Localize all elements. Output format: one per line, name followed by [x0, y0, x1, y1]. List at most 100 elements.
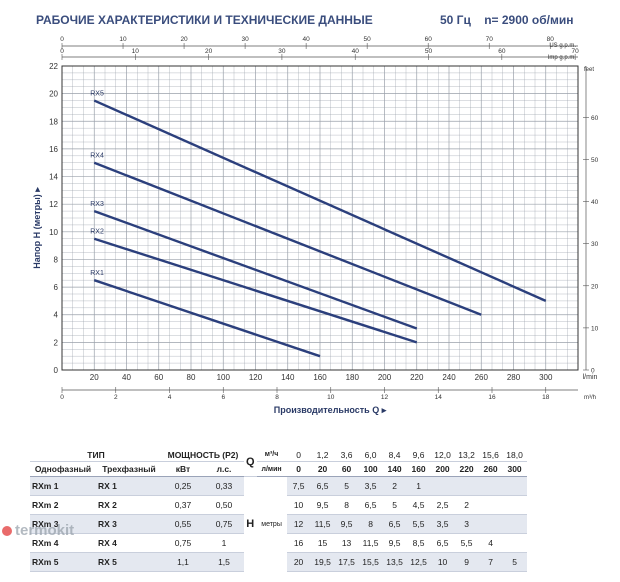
model-single: RXm 4: [30, 533, 96, 553]
head-cell: 4: [478, 533, 503, 553]
top2-tick-label: 70: [572, 48, 580, 55]
head-cell: 8: [358, 514, 383, 534]
head-cell: 15: [310, 533, 335, 553]
bottom-tick-label: 12: [381, 394, 389, 401]
power-hp: 0,75: [204, 514, 244, 534]
x-unit-label: l/min: [583, 374, 598, 381]
model-three: RX 1: [96, 476, 162, 496]
q-unit-lmin: л/мин: [256, 461, 287, 477]
model-three: RX 5: [96, 552, 162, 572]
bottom-unit-label: m³/h: [584, 395, 596, 401]
top2-tick-label: 30: [278, 48, 286, 55]
head-cell: [502, 476, 527, 496]
bottom-tick-label: 10: [327, 394, 335, 401]
three-phase-header: Трехфазный: [96, 461, 162, 477]
head-cell: 5: [382, 495, 407, 515]
chart-axes: [61, 45, 587, 391]
model-three: RX 4: [96, 533, 162, 553]
head-cell: 12: [286, 514, 311, 534]
y-tick-label: 22: [49, 62, 58, 71]
power-hp: 1: [204, 533, 244, 553]
q-lmin-cell: 160: [406, 461, 431, 477]
head-cell: [430, 476, 455, 496]
x-tick-label: 140: [281, 373, 295, 382]
power-kw: 1,1: [162, 552, 204, 572]
right-unit-label: feet: [584, 67, 594, 73]
y-tick-label: 12: [49, 200, 58, 209]
chart-labels: RX1 RX2 RX3 RX4 RX5 Производительность Q ▸ Нап…: [32, 91, 387, 415]
model-three: RX 2: [96, 495, 162, 515]
power-kw: 0,25: [162, 476, 204, 496]
chart-lines: [93, 99, 547, 358]
top2-unit-label: Imp g.p.m.: [548, 55, 577, 61]
x-tick-label: 180: [346, 373, 360, 382]
x-tick-label: 40: [122, 373, 131, 382]
head-cell: 3: [454, 514, 479, 534]
series-label-rx2: RX2: [90, 229, 104, 236]
y-tick-label: 8: [54, 255, 59, 264]
x-tick-label: 160: [313, 373, 327, 382]
head-cell: 20: [286, 552, 311, 572]
power-hp: 0,50: [204, 495, 244, 515]
q-lmin-cell: 20: [310, 461, 335, 477]
head-cell: 7,5: [286, 476, 311, 496]
head-cell: 10: [430, 552, 455, 572]
watermark-logo: termokit: [2, 522, 74, 539]
x-tick-label: 260: [475, 373, 489, 382]
x-tick-label: 60: [154, 373, 163, 382]
head-cell: 3,5: [358, 476, 383, 496]
right-tick-label: 30: [591, 241, 599, 248]
y-tick-label: 20: [49, 90, 58, 99]
plot-frame: [61, 65, 579, 371]
top1-tick-label: 10: [119, 36, 127, 43]
top1-tick-label: 30: [241, 36, 249, 43]
head-cell: 5: [502, 552, 527, 572]
head-cell: 6,5: [310, 476, 335, 496]
series-line-rx1: [93, 279, 321, 358]
head-cell: 15,5: [358, 552, 383, 572]
h-unit: метры: [256, 476, 287, 572]
head-cell: 9,5: [382, 533, 407, 553]
bottom-tick-label: 16: [488, 394, 496, 401]
head-cell: [502, 514, 527, 534]
right-tick-label: 10: [591, 325, 599, 332]
x-tick-label: 120: [249, 373, 263, 382]
top1-tick-label: 50: [364, 36, 372, 43]
head-cell: 2: [454, 495, 479, 515]
head-cell: 19,5: [310, 552, 335, 572]
head-cell: 5,5: [454, 533, 479, 553]
head-cell: [478, 495, 503, 515]
q-m3h-cell: 3,6: [334, 448, 359, 462]
top1-tick-label: 0: [60, 36, 64, 43]
head-cell: 9,5: [310, 495, 335, 515]
x-tick-label: 280: [507, 373, 521, 382]
model-single: RXm 1: [30, 476, 96, 496]
top2-tick-label: 0: [60, 48, 64, 55]
y-tick-label: 14: [49, 173, 58, 182]
q-lmin-cell: 300: [502, 461, 527, 477]
head-cell: 1: [406, 476, 431, 496]
right-tick-label: 60: [591, 115, 599, 122]
top2-tick-label: 40: [352, 48, 360, 55]
power-hp: 0,33: [204, 476, 244, 496]
chart-title: РАБОЧИЕ ХАРАКТЕРИСТИКИ И ТЕХНИЧЕСКИЕ ДАН…: [36, 13, 373, 27]
head-cell: 13,5: [382, 552, 407, 572]
y-tick-label: 0: [54, 366, 59, 375]
right-tick-label: 50: [591, 157, 599, 164]
y-tick-label: 2: [54, 338, 59, 347]
q-lmin-cell: 260: [478, 461, 503, 477]
head-cell: 2,5: [430, 495, 455, 515]
bottom-tick-label: 4: [168, 394, 172, 401]
bottom-tick-label: 2: [114, 394, 118, 401]
q-m3h-cell: 13,2: [454, 448, 479, 462]
top2-tick-label: 50: [425, 48, 433, 55]
power-header: МОЩНОСТЬ (P2): [162, 448, 244, 462]
head-cell: [478, 476, 503, 496]
head-cell: 2: [382, 476, 407, 496]
head-cell: 6,5: [382, 514, 407, 534]
x-axis-title: Производительность Q ▸: [274, 405, 387, 415]
head-cell: 5: [334, 476, 359, 496]
y-tick-label: 18: [49, 117, 58, 126]
